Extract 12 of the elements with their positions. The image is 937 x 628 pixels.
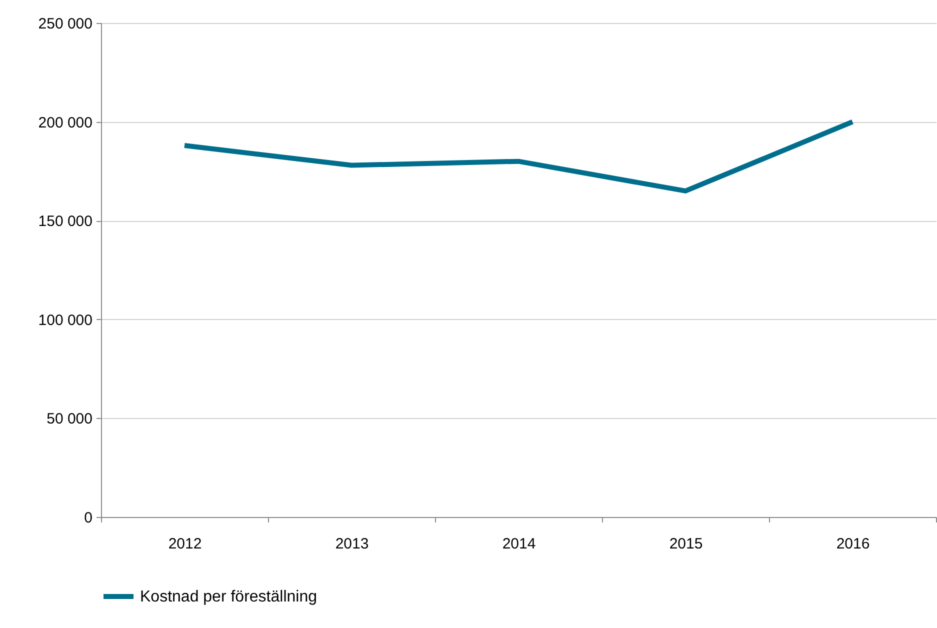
x-tick-label: 2016 <box>836 536 870 552</box>
y-tick-label: 150 000 <box>38 213 92 230</box>
y-tick-label: 0 <box>84 510 92 526</box>
y-tick-label: 50 000 <box>46 410 92 428</box>
y-tick-label: 250 000 <box>38 16 92 32</box>
y-tick-label: 200 000 <box>38 114 92 132</box>
legend-label: Kostnad per föreställning <box>140 588 317 606</box>
x-tick-label: 2012 <box>168 536 202 552</box>
x-tick-label: 2014 <box>502 536 536 552</box>
y-tick-label: 100 000 <box>38 312 92 329</box>
x-tick-label: 2015 <box>669 536 703 552</box>
x-tick-label: 2013 <box>335 536 369 552</box>
